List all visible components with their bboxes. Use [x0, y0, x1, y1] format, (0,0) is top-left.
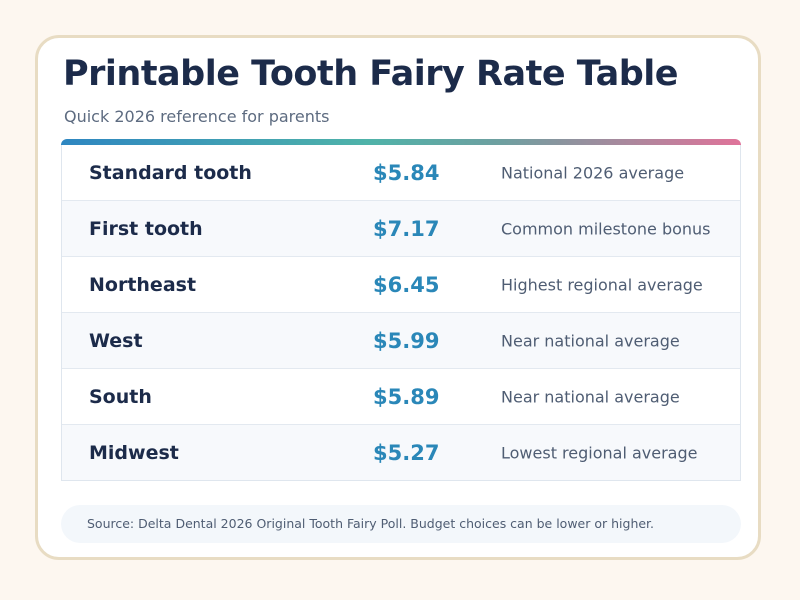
- row-note: Near national average: [501, 331, 680, 350]
- rate-table-rows: Standard tooth $5.84 National 2026 avera…: [61, 145, 741, 481]
- row-note: Common milestone bonus: [501, 219, 711, 238]
- row-label: South: [89, 385, 152, 408]
- table-row-midwest: Midwest $5.27 Lowest regional average: [62, 424, 740, 480]
- row-note: Lowest regional average: [501, 443, 698, 462]
- table-row-south: South $5.89 Near national average: [62, 368, 740, 424]
- row-amount: $5.99: [373, 328, 440, 353]
- table-row-standard-tooth: Standard tooth $5.84 National 2026 avera…: [62, 145, 740, 200]
- row-note: Highest regional average: [501, 275, 703, 294]
- table-row-northeast: Northeast $6.45 Highest regional average: [62, 256, 740, 312]
- rate-table: Standard tooth $5.84 National 2026 avera…: [61, 139, 741, 482]
- row-label: First tooth: [89, 217, 203, 240]
- row-amount: $5.89: [373, 384, 440, 409]
- table-row-first-tooth: First tooth $7.17 Common milestone bonus: [62, 200, 740, 256]
- row-label: Northeast: [89, 273, 197, 296]
- gradient-accent-bar: [61, 139, 741, 145]
- row-note: Near national average: [501, 387, 680, 406]
- row-amount: $6.45: [373, 272, 440, 297]
- row-amount: $5.27: [373, 440, 440, 465]
- page-subtitle: Quick 2026 reference for parents: [64, 107, 330, 126]
- row-amount: $7.17: [373, 216, 440, 241]
- row-label: Midwest: [89, 441, 179, 464]
- row-label: Standard tooth: [89, 161, 252, 184]
- row-amount: $5.84: [373, 160, 440, 185]
- page-title: Printable Tooth Fairy Rate Table: [63, 54, 679, 94]
- rate-table-card: Printable Tooth Fairy Rate Table Quick 2…: [35, 35, 761, 560]
- row-label: West: [89, 329, 143, 352]
- source-note: Source: Delta Dental 2026 Original Tooth…: [61, 505, 741, 543]
- table-row-west: West $5.99 Near national average: [62, 312, 740, 368]
- row-note: National 2026 average: [501, 163, 685, 182]
